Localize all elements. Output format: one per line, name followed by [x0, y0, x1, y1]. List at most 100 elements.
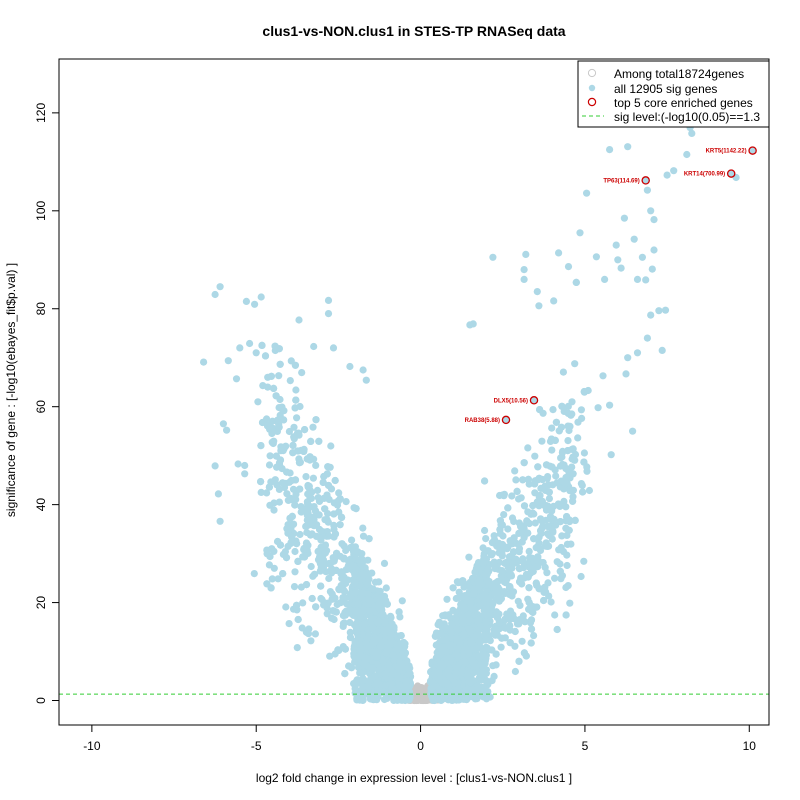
y-axis-label: significance of gene : [-log10(ebayes_fi…	[4, 263, 18, 517]
gene-point-sig	[311, 630, 319, 638]
gene-point-sig	[305, 513, 313, 521]
gene-point-sig	[533, 288, 541, 296]
gene-point-sig	[307, 562, 315, 571]
gene-point-sig	[270, 564, 278, 572]
gene-point-sig	[569, 470, 577, 478]
gene-point-sig	[317, 536, 325, 544]
gene-point-sig	[446, 673, 454, 681]
gene-point-sig	[285, 620, 293, 628]
gene-point-sig	[494, 593, 503, 601]
gene-point-sig	[558, 532, 566, 540]
gene-point-sig	[511, 467, 519, 475]
gene-point-sig	[291, 476, 300, 484]
gene-point-sig	[490, 558, 498, 566]
gene-point-sig	[443, 595, 451, 603]
gene-point-sig	[492, 650, 500, 658]
gene-point-sig	[263, 546, 271, 554]
gene-point-sig	[289, 449, 297, 457]
gene-point-sig	[284, 521, 292, 529]
gene-point-sig	[296, 530, 304, 539]
gene-point-sig	[376, 643, 384, 651]
gene-point-sig	[520, 266, 528, 274]
gene-point-sig	[490, 672, 498, 681]
gene-point-sig	[458, 618, 466, 627]
gene-point-sig	[564, 437, 572, 445]
gene-point-sig	[340, 587, 349, 596]
gene-point-sig	[525, 584, 533, 592]
gene-point-sig	[274, 537, 282, 546]
gene-point-sig	[224, 357, 232, 365]
gene-point-sig	[285, 427, 293, 436]
gene-point-sig	[299, 599, 307, 607]
gene-point-sig	[275, 423, 283, 431]
gene-point-sig	[527, 639, 535, 647]
gene-point-sig	[647, 207, 655, 215]
gene-cloud	[250, 278, 594, 705]
gene-point-sig	[520, 649, 529, 657]
gene-point-sig	[351, 580, 359, 588]
gene-point-sig	[379, 610, 387, 619]
gene-point-sig	[200, 358, 208, 366]
gene-point-sig	[337, 582, 345, 590]
gene-point-sig	[309, 423, 317, 431]
gene-point-sig	[319, 563, 328, 571]
gene-point-sig	[291, 404, 299, 412]
gene-point-sig	[585, 486, 594, 495]
gene-point-sig	[291, 501, 299, 509]
gene-point-sig	[517, 522, 525, 530]
gene-point-sig	[470, 645, 478, 653]
gene-point-sig	[533, 581, 541, 589]
gene-point-sig	[558, 402, 566, 410]
gene-point-sig	[211, 462, 219, 470]
gene-point-sig	[379, 657, 387, 665]
gene-point-sig	[307, 437, 315, 445]
gene-point-nonsig	[414, 695, 422, 703]
gene-point-sig	[335, 489, 343, 497]
gene-point-sig	[599, 372, 607, 380]
gene-point-sig	[298, 624, 306, 632]
gene-point-sig	[337, 569, 345, 578]
gene-point-sig	[266, 552, 274, 561]
gene-point-sig	[515, 529, 523, 538]
gene-point-sig	[340, 554, 348, 562]
gene-point-sig	[514, 597, 522, 605]
gene-point-sig	[655, 307, 663, 315]
gene-point-sig	[568, 398, 576, 406]
gene-point-sig	[510, 517, 518, 526]
gene-point-sig	[481, 477, 489, 485]
gene-point-sig	[580, 458, 588, 466]
gene-point-sig	[265, 483, 273, 491]
gene-point-sig	[488, 582, 496, 590]
gene-point-sig	[273, 463, 281, 471]
gene-point-sig	[435, 667, 443, 675]
gene-point-sig	[460, 630, 468, 638]
gene-point-sig	[241, 470, 249, 478]
gene-point-sig	[465, 650, 473, 658]
gene-point-sig	[276, 360, 284, 368]
gene-point-sig	[382, 584, 390, 592]
gene-point-sig	[216, 283, 224, 291]
legend-marker-sig	[588, 84, 596, 92]
core-genes: KRT5(1142.22)KRT14(700.99)TP63(114.69)DL…	[465, 146, 757, 425]
gene-point-sig	[460, 583, 468, 591]
gene-point-sig	[302, 581, 311, 589]
gene-point-sig	[482, 624, 490, 632]
gene-point-sig	[512, 476, 520, 484]
gene-point-sig	[540, 596, 548, 605]
gene-point-sig	[568, 455, 576, 463]
gene-point-sig	[504, 624, 512, 632]
gene-point-sig	[264, 373, 272, 381]
gene-point-sig	[606, 401, 614, 409]
gene-point-sig	[436, 651, 445, 659]
gene-point-sig	[270, 506, 278, 514]
core-gene-fill	[642, 176, 650, 184]
x-tick-label: -10	[83, 739, 101, 753]
gene-point-sig	[530, 535, 538, 543]
gene-point-sig	[365, 535, 373, 543]
gene-point-sig	[580, 449, 589, 457]
gene-point-sig	[504, 504, 512, 512]
gene-point-sig	[257, 293, 265, 301]
gene-point-sig	[542, 461, 551, 469]
gene-point-sig	[650, 246, 658, 254]
gene-point-sig	[346, 362, 354, 371]
